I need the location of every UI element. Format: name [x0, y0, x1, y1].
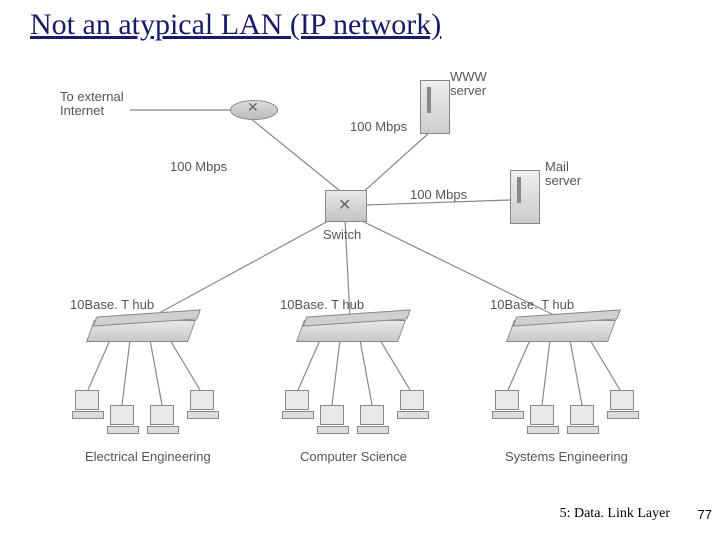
pc-pc2c [360, 405, 384, 425]
label-hub-3: 10Base. T hub [490, 298, 574, 312]
label-dept-2: Computer Science [300, 450, 407, 464]
label-hub-1: 10Base. T hub [70, 298, 154, 312]
label-mail: Mail server [545, 160, 581, 189]
hub-hub3 [506, 320, 616, 342]
label-100mbps-a: 100 Mbps [350, 120, 407, 134]
label-hub-2: 10Base. T hub [280, 298, 364, 312]
pc-pc3a [495, 390, 519, 410]
pc-pc3d [610, 390, 634, 410]
page-title: Not an atypical LAN (IP network) [30, 8, 441, 42]
pc-pc1b [110, 405, 134, 425]
page-number: 77 [684, 507, 712, 522]
label-switch: Switch [323, 228, 361, 242]
pc-pc1c [150, 405, 174, 425]
server-www [420, 80, 450, 134]
label-100mbps-b: 100 Mbps [170, 160, 227, 174]
pc-pc1d [190, 390, 214, 410]
pc-pc1a [75, 390, 99, 410]
hub-hub1 [86, 320, 196, 342]
label-100mbps-c: 100 Mbps [410, 188, 467, 202]
network-diagram: To external Internet WWW server Mail ser… [50, 60, 670, 480]
hub-hub2 [296, 320, 406, 342]
pc-pc2d [400, 390, 424, 410]
switch-switch [325, 190, 367, 222]
label-dept-1: Electrical Engineering [85, 450, 211, 464]
server-mail [510, 170, 540, 224]
pc-pc2a [285, 390, 309, 410]
label-dept-3: Systems Engineering [505, 450, 628, 464]
label-external: To external Internet [60, 90, 124, 119]
footer-text: 5: Data. Link Layer [560, 506, 670, 522]
pc-pc3b [530, 405, 554, 425]
label-www: WWW server [450, 70, 487, 99]
pc-pc3c [570, 405, 594, 425]
router-router [230, 100, 278, 120]
pc-pc2b [320, 405, 344, 425]
